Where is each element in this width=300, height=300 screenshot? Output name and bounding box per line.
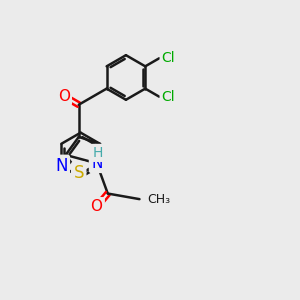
Text: O: O <box>91 199 103 214</box>
Text: Cl: Cl <box>162 90 175 104</box>
Text: N: N <box>55 157 68 175</box>
Text: CH₃: CH₃ <box>147 193 170 206</box>
Text: N: N <box>91 156 102 171</box>
Text: H: H <box>93 146 103 160</box>
Text: O: O <box>58 88 70 104</box>
Text: Cl: Cl <box>162 51 175 65</box>
Text: S: S <box>74 164 84 182</box>
